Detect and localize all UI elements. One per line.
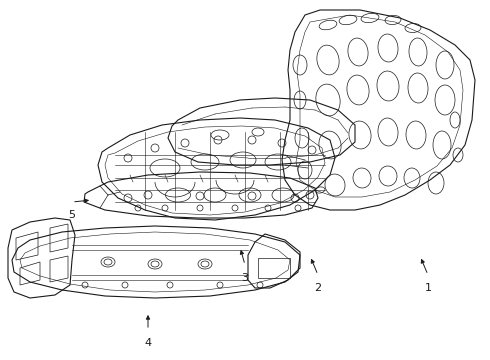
Text: 2: 2 <box>315 283 321 293</box>
Text: 1: 1 <box>424 283 432 293</box>
Text: 3: 3 <box>242 273 248 283</box>
Text: 4: 4 <box>145 338 151 348</box>
Text: 5: 5 <box>69 210 75 220</box>
